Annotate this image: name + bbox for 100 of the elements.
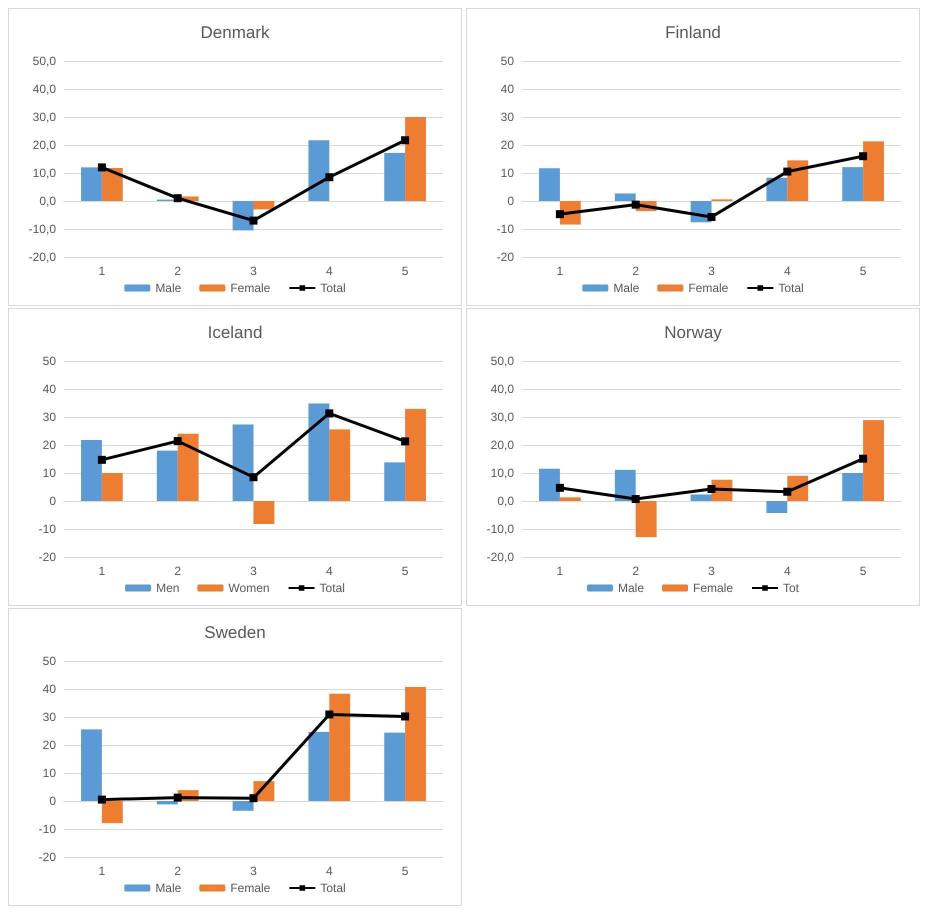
legend-label: Male [155, 281, 182, 295]
point [98, 796, 106, 804]
y-tick-label: 30 [500, 110, 514, 124]
bar [560, 497, 581, 501]
point [401, 712, 410, 720]
y-tick-label: -20,0 [486, 550, 514, 564]
point [325, 409, 334, 418]
y-tick-label: 20,0 [490, 438, 514, 452]
legend-label: Women [228, 581, 270, 595]
point [250, 473, 258, 482]
bar [81, 440, 102, 501]
bar [254, 501, 274, 524]
point [401, 136, 410, 144]
bar [156, 450, 178, 501]
bar [308, 140, 330, 201]
y-tick-label: 0,0 [497, 494, 514, 508]
point [632, 200, 640, 209]
x-tick-label: 4 [326, 264, 333, 278]
bar [254, 201, 274, 210]
x-tick-label: 4 [326, 864, 333, 878]
y-tick-label: 50 [42, 654, 56, 668]
bar [384, 732, 406, 801]
y-tick-label: 40 [42, 382, 56, 396]
bar [636, 501, 657, 538]
bar [384, 462, 406, 501]
x-tick-label: 3 [708, 564, 716, 578]
legend-label: Female [230, 881, 271, 895]
legend-label: Female [230, 281, 271, 295]
point [98, 456, 106, 464]
point [859, 454, 868, 463]
bar [614, 193, 636, 201]
bar [539, 168, 560, 201]
y-tick-label: -10,0 [28, 222, 56, 236]
point [250, 794, 258, 802]
x-tick-label: 5 [860, 564, 867, 578]
chart-title: Sweden [204, 623, 266, 642]
point [174, 194, 182, 202]
point [556, 210, 564, 218]
y-tick-label: 10,0 [490, 466, 514, 480]
point [174, 437, 182, 446]
y-tick-label: 20,0 [32, 138, 56, 152]
bar [329, 429, 350, 501]
legend-label: Total [320, 281, 346, 295]
y-tick-label: 30 [42, 710, 56, 724]
x-tick-label: 4 [326, 564, 333, 578]
x-tick-label: 5 [402, 864, 409, 878]
bar [232, 424, 254, 501]
bar [863, 420, 884, 501]
point [556, 484, 564, 492]
x-tick-label: 3 [250, 564, 258, 578]
x-tick-label: 3 [250, 864, 258, 878]
point [401, 437, 410, 446]
y-tick-label: -20 [496, 250, 514, 264]
x-tick-label: 5 [402, 564, 409, 578]
legend-label: Total [320, 881, 346, 895]
legend-label: Male [618, 581, 644, 595]
y-tick-label: 20 [42, 438, 56, 452]
y-tick-label: -20 [38, 550, 56, 564]
bar [766, 501, 788, 514]
bar [405, 117, 426, 201]
y-tick-label: 0 [49, 794, 56, 808]
y-tick-label: 50,0 [32, 54, 56, 68]
x-tick-label: 3 [708, 264, 716, 278]
y-tick-label: -10 [496, 222, 514, 236]
point [325, 173, 334, 182]
legend-label: Male [613, 281, 640, 295]
bar [156, 801, 178, 804]
point [325, 710, 334, 718]
chart-title: Finland [665, 23, 721, 42]
x-tick-label: 2 [174, 564, 182, 578]
legend-label: Men [156, 581, 180, 595]
y-tick-label: 10 [500, 166, 514, 180]
y-tick-label: 20 [500, 138, 514, 152]
y-tick-label: 0 [49, 494, 56, 508]
point [708, 212, 716, 221]
chart-title: Norway [664, 323, 722, 342]
bar [102, 473, 123, 501]
bar [384, 152, 406, 201]
point [250, 216, 258, 225]
y-tick-label: 10,0 [32, 166, 56, 180]
chart-title: Denmark [200, 23, 270, 42]
point [174, 794, 182, 802]
bar [690, 494, 712, 501]
x-tick-label: 1 [556, 564, 564, 578]
bar [842, 473, 864, 501]
y-tick-label: -10 [38, 522, 56, 536]
legend-label: Male [155, 881, 182, 895]
bar [81, 729, 102, 801]
x-tick-label: 2 [174, 864, 182, 878]
bar [863, 141, 884, 201]
x-tick-label: 5 [402, 264, 409, 278]
x-tick-label: 4 [784, 564, 791, 578]
bar [766, 178, 788, 201]
bar [178, 434, 199, 501]
y-tick-label: -20,0 [28, 250, 56, 264]
bar [329, 694, 350, 801]
bar [539, 468, 560, 501]
x-tick-label: 1 [98, 864, 106, 878]
y-tick-label: -20 [38, 850, 56, 864]
x-tick-label: 2 [632, 564, 640, 578]
